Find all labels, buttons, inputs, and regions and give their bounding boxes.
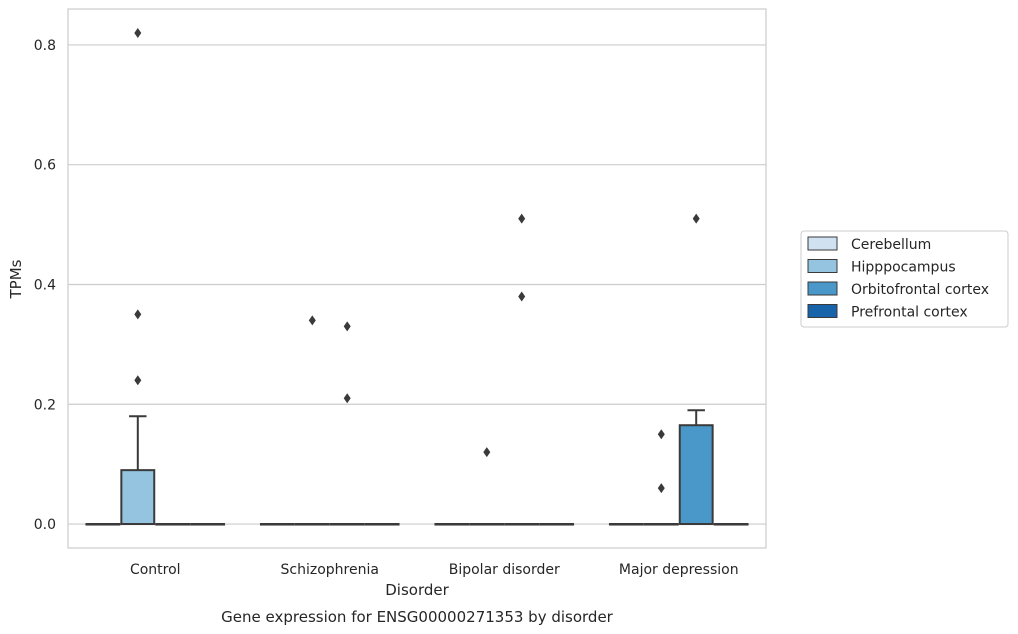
box-body [678,424,714,526]
outlier-point [657,429,665,440]
box-cerebellum [259,523,295,526]
box-cerebellum [608,523,644,526]
legend-swatch [807,236,838,251]
y-tick-label: 0.2 [34,397,56,413]
gridlines [68,44,766,525]
plot-frame [67,8,767,549]
box-orbitofrontal-cortex [678,409,714,526]
box-cerebellum [434,523,470,526]
outlier-point [343,321,351,332]
box-prefrontal-cortex [190,523,226,526]
box-prefrontal-cortex [539,523,575,526]
box-hipppocampus [120,415,156,526]
y-tick-labels: 0.0 0.2 0.4 0.6 0.8 [34,38,56,533]
x-tick-label: Control [130,562,181,578]
x-tick-label: Bipolar disorder [449,562,560,578]
box-body [120,469,156,526]
outlier-point [692,213,700,224]
box-cerebellum [85,523,121,526]
legend-label: Prefrontal cortex [851,305,968,321]
outlier-point [518,213,526,224]
outlier-point [308,315,316,326]
outlier-point [134,27,142,38]
y-tick-label: 0.4 [34,277,56,293]
outlier-point [134,309,142,320]
box-prefrontal-cortex [364,523,400,526]
box-orbitofrontal-cortex [155,523,191,526]
box-series [85,409,749,526]
box-prefrontal-cortex [713,523,749,526]
y-tick-label: 0.8 [34,38,56,54]
y-axis-label: TPMs [7,259,25,299]
legend: Cerebellum Hipppocampus Orbitofrontal cort… [800,230,1009,328]
legend-swatch [807,259,838,273]
box-hipppocampus [643,523,679,526]
x-tick-label: Major depression [619,562,739,578]
box-hipppocampus [469,523,505,526]
legend-frame [800,230,1009,328]
outlier-point [483,447,491,458]
x-axis-label: Disorder [385,581,449,599]
legend-label: Orbitofrontal cortex [851,282,989,298]
chart-caption: Gene expression for ENSG00000271353 by d… [221,608,614,626]
outlier-point [134,375,142,386]
box-orbitofrontal-cortex [504,523,540,526]
outlier-point [518,291,526,302]
legend-label: Cerebellum [851,237,931,253]
y-tick-label: 0.0 [34,517,56,533]
outlier-point [657,483,665,494]
legend-label: Hipppocampus [851,260,956,276]
box-orbitofrontal-cortex [329,523,365,526]
outlier-points [134,27,700,494]
box-hipppocampus [294,523,330,526]
outlier-point [343,393,351,404]
legend-swatch [807,304,838,318]
x-tick-label: Schizophrenia [281,562,379,578]
y-tick-label: 0.6 [34,158,56,174]
x-tick-labels: Control Schizophrenia Bipolar disorder Majo… [130,562,739,578]
legend-swatch [807,281,838,296]
